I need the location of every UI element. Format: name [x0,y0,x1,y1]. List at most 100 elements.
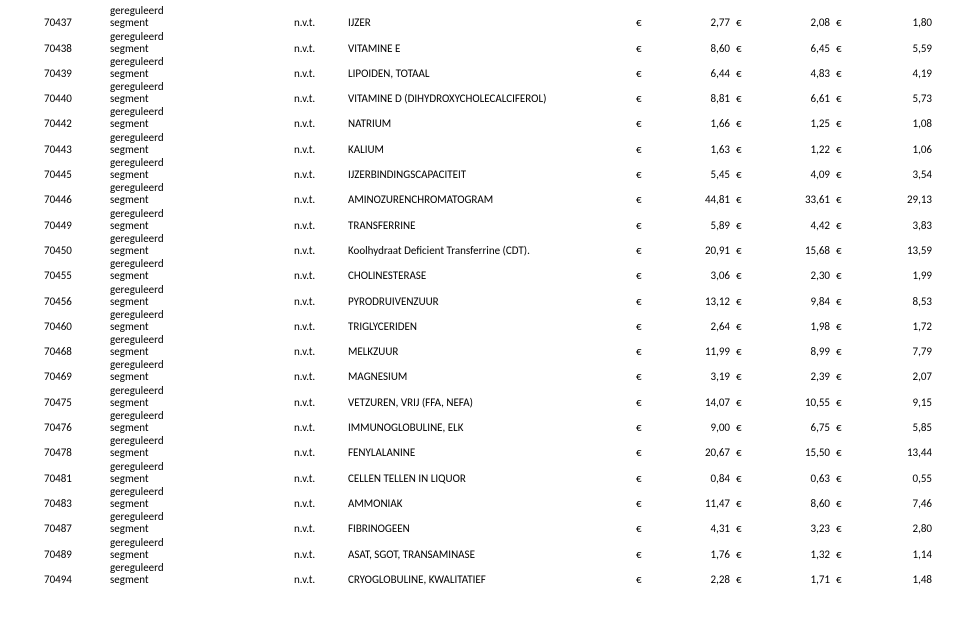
code-cell: 70455 [0,269,78,282]
code-value: 70445 [44,168,72,181]
name-cell: IJZERBINDINGSCAPACITEIT [348,168,636,181]
gereguleerd-label: gereguleerd [110,461,294,473]
nvt-label: n.v.t. [294,345,315,358]
nvt-cell: n.v.t. [294,117,348,130]
segment-cell: gereguleerdsegment [78,486,294,510]
euro-symbol: € [836,370,848,383]
nvt-cell: n.v.t. [294,345,348,358]
nvt-cell: n.v.t. [294,269,348,282]
price-value-2: 1,32 [748,548,836,561]
code-value: 70483 [44,497,72,510]
price-cell-1: €4,31 [636,522,736,535]
table-row: 70440gereguleerdsegmentn.v.t.VITAMINE D … [0,80,960,105]
price-cell-3: €5,85 [836,421,952,434]
price-cell-3: €1,08 [836,117,952,130]
code-value: 70478 [44,446,72,459]
price-cell-3: €8,53 [836,295,952,308]
euro-symbol: € [836,92,848,105]
euro-symbol: € [636,42,648,55]
nvt-cell: n.v.t. [294,396,348,409]
price-cell-1: €8,60 [636,42,736,55]
table-row: 70437gereguleerdsegmentn.v.t.IJZER€2,77€… [0,4,960,29]
price-value-2: 15,50 [748,446,836,459]
nvt-cell: n.v.t. [294,143,348,156]
segment-label: segment [110,68,294,80]
euro-symbol: € [636,396,648,409]
price-value-1: 4,31 [648,522,736,535]
nvt-label: n.v.t. [294,396,315,409]
price-value-1: 20,91 [648,244,736,257]
table-row: 70439gereguleerdsegmentn.v.t.LIPOIDEN, T… [0,55,960,80]
segment-label: segment [110,118,294,130]
price-value-1: 6,44 [648,67,736,80]
code-cell: 70494 [0,573,78,586]
item-name: Koolhydraat Deficient Transferrine (CDT)… [348,244,530,257]
price-cell-3: €1,48 [836,573,952,586]
euro-symbol: € [836,143,848,156]
gereguleerd-label: gereguleerd [110,208,294,220]
euro-symbol: € [636,320,648,333]
code-cell: 70450 [0,244,78,257]
price-cell-2: €15,68 [736,244,836,257]
nvt-label: n.v.t. [294,42,315,55]
price-cell-3: €1,06 [836,143,952,156]
price-cell-3: €5,73 [836,92,952,105]
item-name: KALIUM [348,143,384,156]
euro-symbol: € [636,345,648,358]
item-name: NATRIUM [348,117,391,130]
name-cell: LIPOIDEN, TOTAAL [348,67,636,80]
euro-symbol: € [736,117,748,130]
price-value-2: 1,71 [748,573,836,586]
nvt-cell: n.v.t. [294,320,348,333]
price-value-1: 0,84 [648,472,736,485]
price-cell-2: €2,30 [736,269,836,282]
euro-symbol: € [636,522,648,535]
price-cell-1: €2,77 [636,16,736,29]
price-value-1: 14,07 [648,396,736,409]
price-value-2: 6,45 [748,42,836,55]
code-cell: 70469 [0,370,78,383]
price-value-1: 1,66 [648,117,736,130]
price-table: 70437gereguleerdsegmentn.v.t.IJZER€2,77€… [0,0,960,590]
table-row: 70449gereguleerdsegmentn.v.t.TRANSFERRIN… [0,206,960,231]
nvt-label: n.v.t. [294,446,315,459]
price-cell-1: €44,81 [636,193,736,206]
table-row: 70442gereguleerdsegmentn.v.t.NATRIUM€1,6… [0,105,960,130]
nvt-cell: n.v.t. [294,16,348,29]
code-value: 70442 [44,117,72,130]
segment-cell: gereguleerdsegment [78,56,294,80]
code-cell: 70487 [0,522,78,535]
price-cell-1: €1,76 [636,548,736,561]
price-cell-3: €2,07 [836,370,952,383]
price-value-3: 29,13 [848,193,952,206]
price-cell-3: €3,54 [836,168,952,181]
code-value: 70476 [44,421,72,434]
price-value-1: 1,76 [648,548,736,561]
price-cell-2: €1,32 [736,548,836,561]
code-value: 70443 [44,143,72,156]
name-cell: PYRODRUIVENZUUR [348,295,636,308]
nvt-label: n.v.t. [294,370,315,383]
segment-label: segment [110,144,294,156]
code-cell: 70445 [0,168,78,181]
nvt-cell: n.v.t. [294,446,348,459]
euro-symbol: € [836,396,848,409]
table-row: 70443gereguleerdsegmentn.v.t.KALIUM€1,63… [0,130,960,155]
price-value-3: 2,07 [848,370,952,383]
price-cell-1: €2,64 [636,320,736,333]
euro-symbol: € [836,219,848,232]
euro-symbol: € [736,548,748,561]
price-cell-2: €33,61 [736,193,836,206]
segment-label: segment [110,447,294,459]
code-cell: 70440 [0,92,78,105]
price-cell-1: €5,89 [636,219,736,232]
price-value-1: 5,45 [648,168,736,181]
price-cell-2: €1,71 [736,573,836,586]
price-value-3: 5,73 [848,92,952,105]
price-value-2: 8,60 [748,497,836,510]
euro-symbol: € [636,92,648,105]
code-value: 70456 [44,295,72,308]
euro-symbol: € [836,345,848,358]
code-value: 70449 [44,219,72,232]
code-value: 70437 [44,16,72,29]
